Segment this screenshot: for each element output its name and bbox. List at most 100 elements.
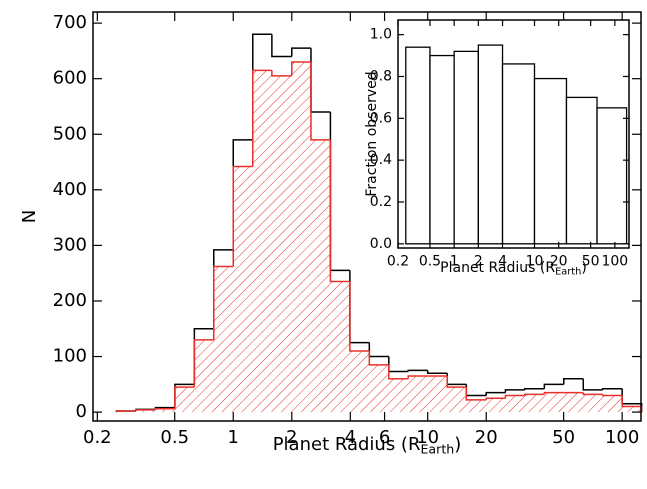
bar-fill xyxy=(408,375,428,413)
bar-outline xyxy=(271,34,292,58)
bar-fill xyxy=(155,408,175,413)
bar-outline xyxy=(291,61,311,76)
x-tick-label: 50 xyxy=(552,427,575,448)
bar-outline xyxy=(329,112,350,272)
bar-outline xyxy=(388,356,409,373)
y-tick-label: 400 xyxy=(53,179,87,200)
bar-outline xyxy=(524,388,545,390)
bar-fill xyxy=(602,395,623,413)
x-tick-label: 0.5 xyxy=(419,253,441,269)
bar-fill xyxy=(213,266,234,413)
bar-outline xyxy=(426,370,448,374)
bar-outline xyxy=(582,392,603,396)
x-axis-label-part: Planet Radius (R xyxy=(440,260,555,276)
bar-fill xyxy=(135,409,156,413)
bar-fill xyxy=(505,395,525,413)
bar-outline xyxy=(329,139,350,283)
bar-outline xyxy=(135,409,156,411)
bar-fill xyxy=(544,392,564,413)
bar-outline xyxy=(310,62,331,141)
bar-outline xyxy=(154,408,175,410)
bar xyxy=(429,54,455,245)
x-tick-label: 2 xyxy=(286,427,297,448)
bar-outline xyxy=(504,394,525,399)
bar-outline xyxy=(601,394,623,397)
bar-outline xyxy=(524,393,545,396)
x-axis-label-part: Earth xyxy=(555,267,581,278)
y-tick-label: 0 xyxy=(76,401,87,422)
bar-outline xyxy=(543,391,564,395)
bar-fill xyxy=(524,394,545,413)
x-tick-label: 0.2 xyxy=(83,427,112,448)
bar xyxy=(453,50,479,245)
y-tick-label: 0.6 xyxy=(370,110,392,126)
bar-outline xyxy=(601,388,623,390)
bar-outline xyxy=(349,270,370,344)
x-tick-label: 10 xyxy=(416,427,439,448)
bar-fill xyxy=(330,281,350,413)
bar-fill xyxy=(486,398,506,413)
y-axis-label: N xyxy=(19,210,40,223)
x-tick-label: 50 xyxy=(582,253,600,269)
bar-outline xyxy=(174,386,195,409)
bar-outline xyxy=(446,375,467,388)
bar-outline xyxy=(349,281,370,352)
y-tick-label: 300 xyxy=(53,234,87,255)
bar-outline xyxy=(446,373,467,386)
bar-fill xyxy=(233,166,253,413)
x-axis-label-part: ) xyxy=(454,434,461,455)
bar-outline xyxy=(213,265,234,340)
y-tick-label: 0.0 xyxy=(370,236,392,252)
y-tick-label: 200 xyxy=(53,290,87,311)
bar-fill xyxy=(252,70,272,413)
bar-outline xyxy=(368,342,389,358)
bar-outline xyxy=(388,364,409,380)
y-tick-label: 0.2 xyxy=(370,194,392,210)
y-tick-label: 0.8 xyxy=(370,68,392,84)
bar-fill xyxy=(194,339,214,413)
bar-fill xyxy=(466,399,487,413)
bar xyxy=(477,44,504,245)
bar-fill xyxy=(291,62,311,413)
x-axis-label: Planet Radius (REarth) xyxy=(440,260,587,278)
bar-outline xyxy=(368,350,389,366)
x-tick-label: 4 xyxy=(498,253,507,269)
bar-fill xyxy=(174,387,195,413)
bar xyxy=(501,63,536,245)
bar-outline xyxy=(563,378,584,385)
bar-outline xyxy=(485,397,506,400)
x-axis-label-part: Planet Radius (R xyxy=(273,434,421,455)
x-tick-label: 6 xyxy=(379,427,390,448)
x-tick-label: 0.2 xyxy=(387,253,409,269)
bar-fill xyxy=(310,139,331,413)
bar-fill xyxy=(622,406,642,413)
x-tick-label: 0.5 xyxy=(160,427,189,448)
y-tick-label: 0.4 xyxy=(370,152,392,168)
x-tick-label: 4 xyxy=(345,427,356,448)
bar-fill xyxy=(349,350,370,413)
x-tick-label: 100 xyxy=(601,253,628,269)
bar-fill xyxy=(447,387,467,413)
bar-outline xyxy=(252,69,272,167)
x-tick-label: 20 xyxy=(550,253,568,269)
y-tick-label: 600 xyxy=(53,68,87,89)
bar-outline xyxy=(291,47,311,57)
bar-outline xyxy=(310,48,331,113)
bar-fill xyxy=(388,378,409,413)
bar xyxy=(405,46,431,245)
x-axis-label-part: Earth xyxy=(420,441,454,456)
bar-outline xyxy=(407,375,428,379)
bar-outline xyxy=(193,339,214,388)
y-axis-label: Fraction observed xyxy=(364,71,380,196)
x-tick-label: 1 xyxy=(450,253,459,269)
plot-frame xyxy=(92,11,642,422)
bar-outline xyxy=(465,384,487,397)
x-axis-label: Planet Radius (REarth) xyxy=(273,434,462,456)
bar-fill xyxy=(271,75,292,413)
bar-fill xyxy=(563,392,584,413)
bar-fill xyxy=(427,375,448,413)
x-tick-label: 100 xyxy=(605,427,639,448)
bar-outline xyxy=(485,391,506,396)
bar-outline xyxy=(465,387,487,401)
bar-outline xyxy=(582,378,603,391)
